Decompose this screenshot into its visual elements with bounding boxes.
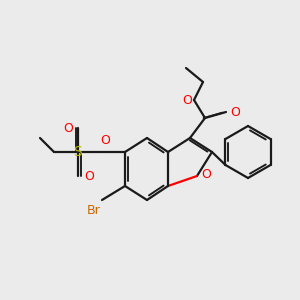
Text: O: O [182,94,192,107]
Text: Br: Br [87,203,101,217]
Text: S: S [74,145,82,159]
Text: O: O [84,169,94,182]
Text: O: O [63,122,73,134]
Text: O: O [100,134,110,146]
Text: O: O [230,106,240,118]
Text: O: O [201,169,211,182]
